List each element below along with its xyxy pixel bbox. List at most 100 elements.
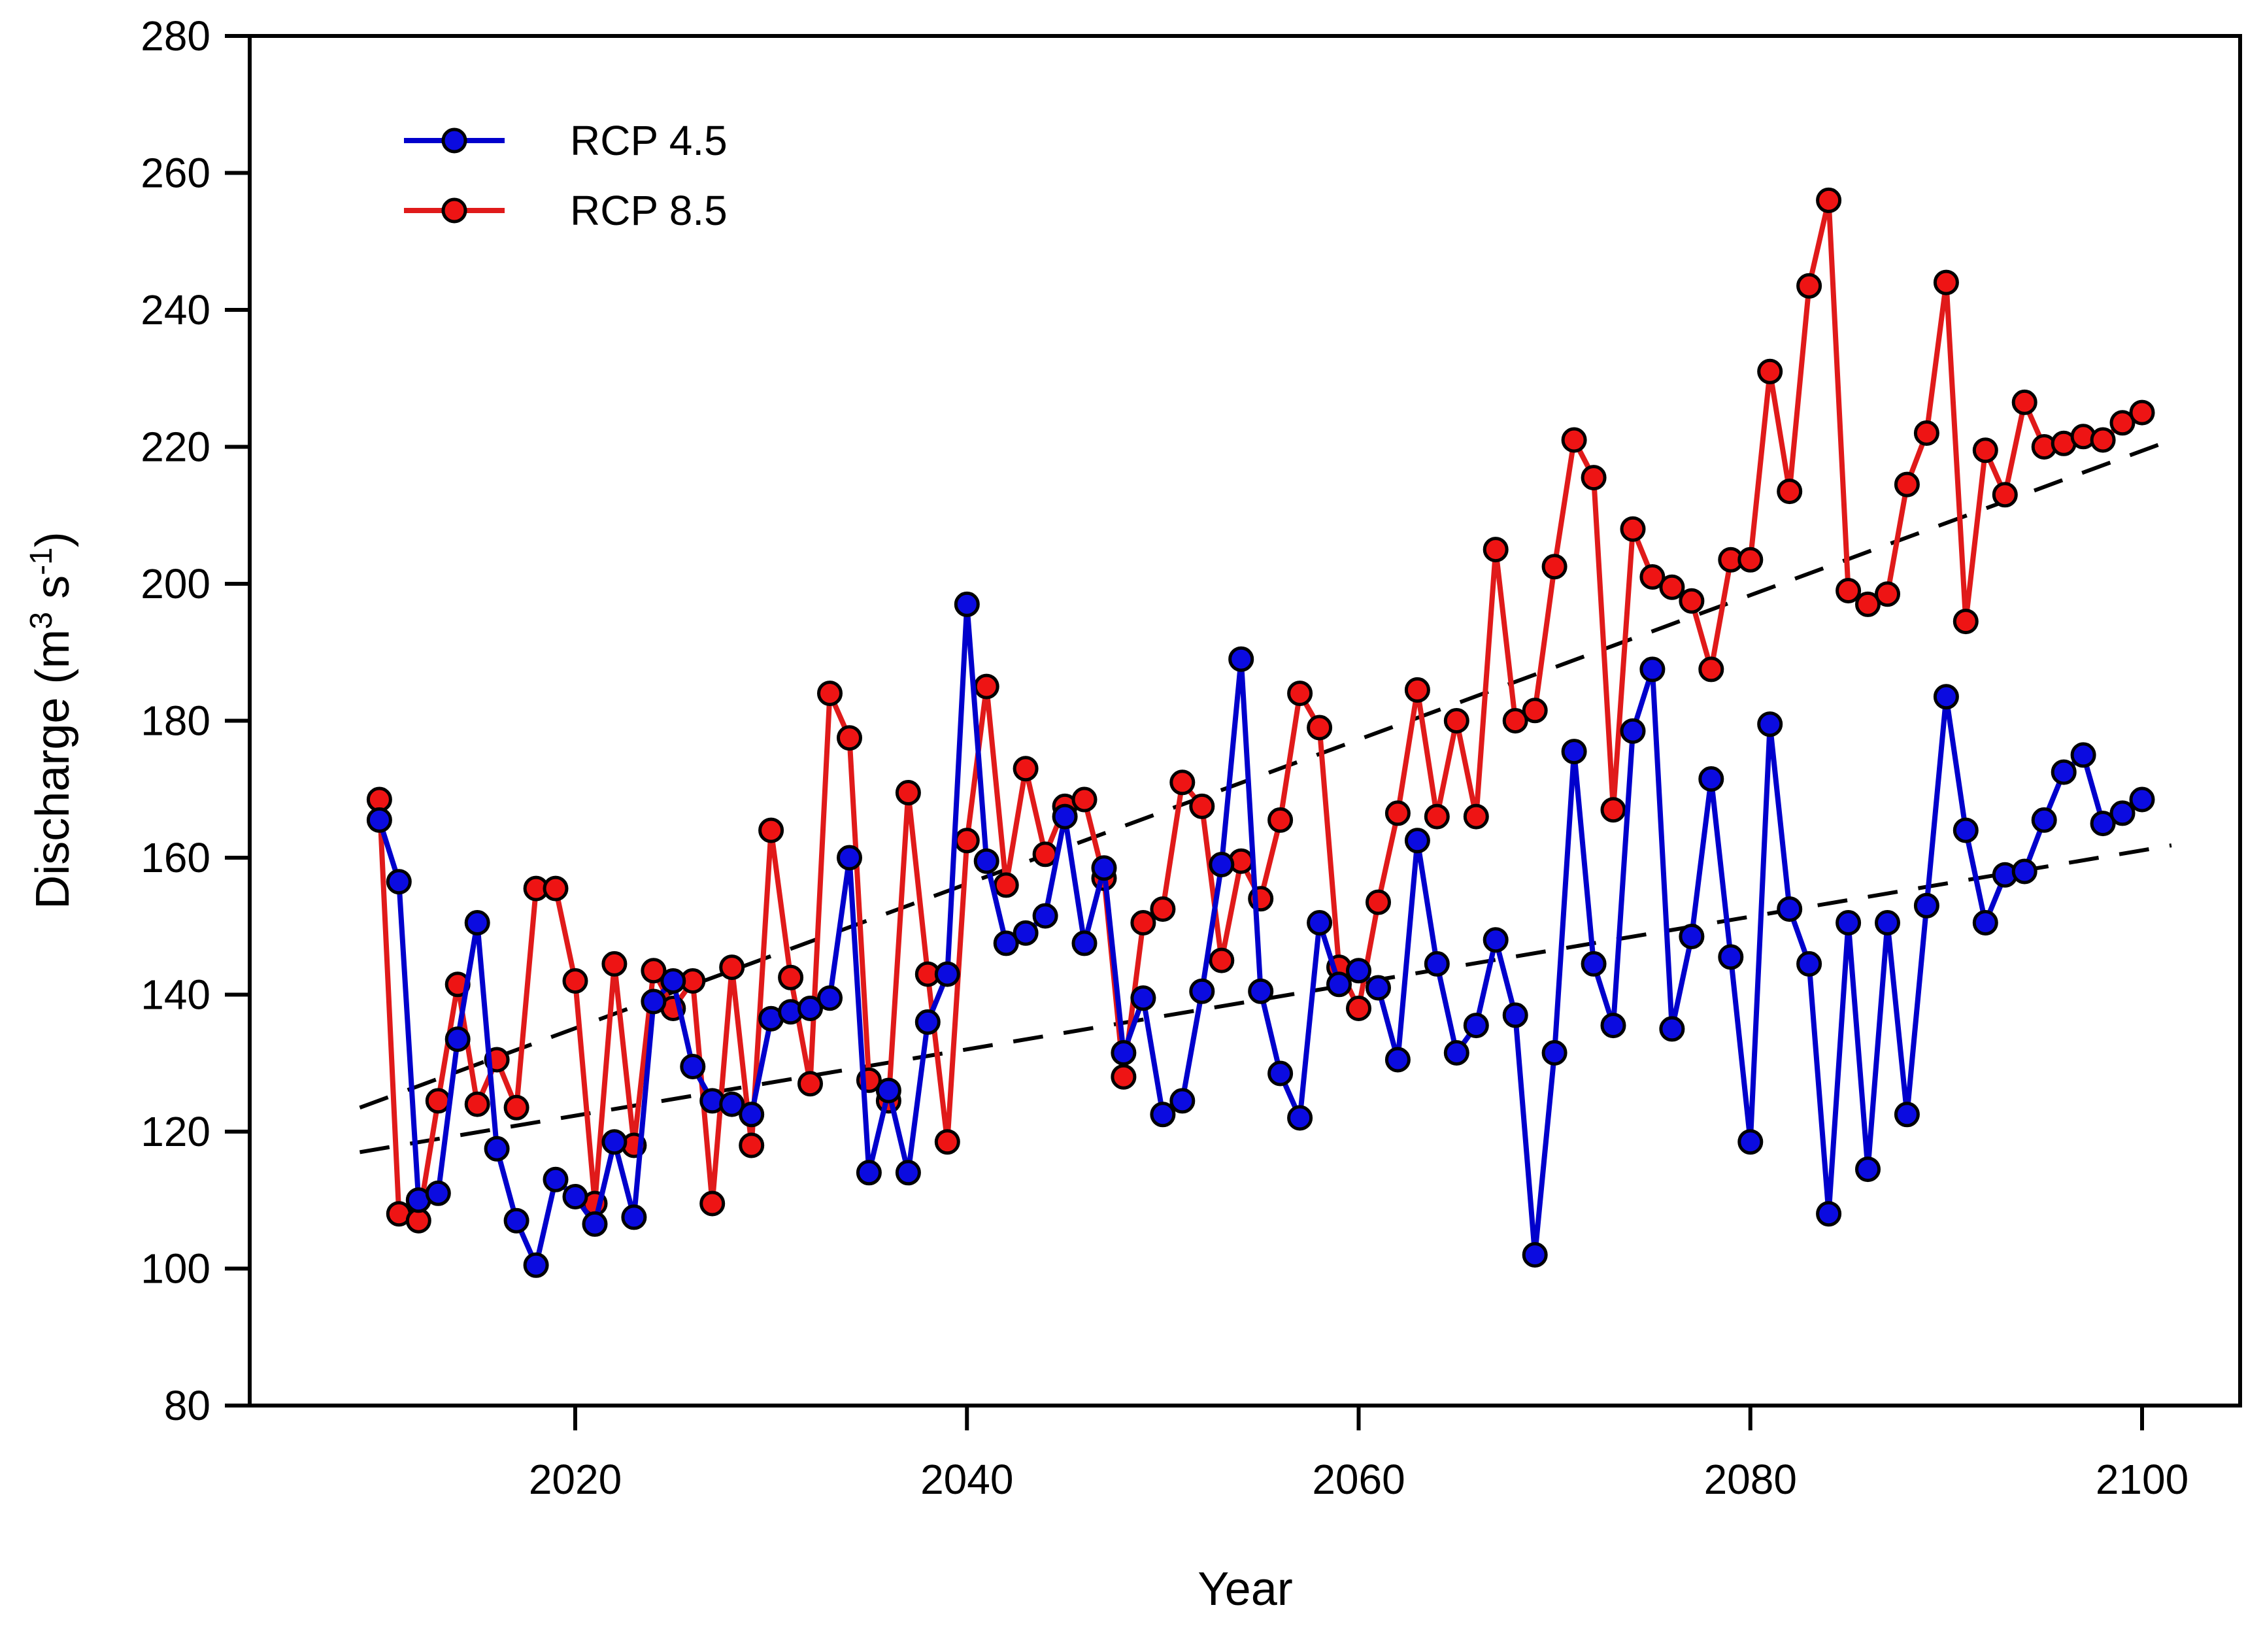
- data-point: [1209, 852, 1235, 877]
- y-tick-label: 160: [141, 834, 210, 881]
- data-point: [2129, 399, 2155, 426]
- legend-label: RCP 8.5: [570, 187, 728, 234]
- data-point: [660, 968, 686, 994]
- data-point: [503, 1207, 529, 1234]
- data-point: [1032, 841, 1058, 868]
- y-tick-label: 100: [141, 1245, 210, 1292]
- data-point: [875, 1077, 901, 1104]
- data-point: [366, 807, 392, 833]
- data-point: [2031, 807, 2057, 833]
- data-point: [1150, 1102, 1176, 1128]
- data-point: [621, 1204, 647, 1230]
- data-point: [993, 930, 1019, 956]
- data-point: [1404, 677, 1430, 703]
- data-point: [1013, 756, 1039, 782]
- data-point: [1992, 482, 2018, 508]
- data-point: [1679, 588, 1705, 614]
- y-tick-label: 80: [164, 1382, 210, 1429]
- data-point: [1796, 273, 1822, 299]
- data-point: [1443, 708, 1469, 733]
- data-point: [1209, 947, 1235, 973]
- y-tick-label: 200: [141, 560, 210, 607]
- data-point: [1032, 903, 1058, 929]
- data-point: [719, 954, 745, 981]
- data-point: [2051, 759, 2077, 785]
- data-point: [1483, 537, 1509, 563]
- data-point: [1111, 1064, 1137, 1090]
- data-point: [739, 1102, 765, 1128]
- data-point: [582, 1211, 608, 1237]
- data-point: [1502, 708, 1528, 733]
- data-point: [2070, 742, 2096, 768]
- data-point: [895, 1160, 921, 1186]
- data-point: [601, 951, 628, 977]
- data-point: [1522, 698, 1548, 724]
- legend-marker-rcp-4.5: [441, 127, 467, 154]
- y-tick-label: 120: [141, 1108, 210, 1155]
- data-point: [1307, 910, 1333, 936]
- data-point: [1933, 684, 1959, 710]
- data-point: [641, 988, 667, 1015]
- data-point: [1581, 951, 1607, 977]
- data-point: [1522, 1242, 1548, 1268]
- data-point: [1737, 547, 1764, 573]
- data-point: [1855, 1156, 1881, 1183]
- data-point: [895, 780, 921, 805]
- data-point: [856, 1160, 882, 1186]
- data-point: [1346, 996, 1371, 1021]
- data-point: [1443, 1040, 1469, 1066]
- legend-marker-rcp-8.5: [441, 197, 467, 224]
- axis-tick-labels: 80 100 120 140 160 180 200 220 240 260 280 2020 2040…: [141, 12, 2188, 1503]
- data-point: [1169, 1088, 1196, 1114]
- data-point: [562, 1184, 588, 1209]
- x-axis-title: Year: [1198, 1563, 1292, 1615]
- data-point: [1875, 581, 1900, 607]
- data-point: [2090, 427, 2116, 453]
- data-point: [464, 910, 490, 936]
- y-tick-label: 260: [141, 150, 210, 197]
- data-point: [562, 968, 588, 994]
- data-point: [1287, 681, 1313, 707]
- data-point: [993, 872, 1019, 898]
- data-point: [386, 869, 412, 895]
- data-point: [1267, 1060, 1294, 1087]
- data-series: [366, 187, 2155, 1278]
- data-point: [1130, 910, 1156, 936]
- data-point: [954, 591, 980, 617]
- data-point: [1659, 574, 1685, 600]
- data-point: [1620, 718, 1646, 744]
- data-point: [2011, 858, 2037, 885]
- y-tick-label: 240: [141, 286, 210, 333]
- data-point: [543, 1166, 569, 1192]
- data-point: [1071, 930, 1098, 956]
- data-point: [1816, 187, 1842, 213]
- data-point: [1169, 769, 1196, 796]
- data-point: [797, 1071, 823, 1097]
- data-point: [2090, 811, 2116, 837]
- data-point: [797, 996, 823, 1021]
- data-point: [2109, 800, 2136, 826]
- x-tick-label: 2100: [2096, 1456, 2188, 1503]
- x-tick-label: 2020: [529, 1456, 622, 1503]
- data-point: [1561, 739, 1587, 765]
- data-point: [1620, 516, 1646, 542]
- data-point: [1639, 564, 1666, 590]
- data-point: [601, 1129, 628, 1155]
- data-point: [739, 1132, 765, 1158]
- data-point: [1875, 910, 1900, 936]
- data-point: [973, 673, 999, 700]
- data-point: [444, 1026, 471, 1053]
- data-point: [1071, 786, 1098, 813]
- data-point: [1953, 817, 1979, 843]
- data-point: [1463, 1013, 1489, 1039]
- data-point: [1933, 269, 1959, 295]
- data-point: [1698, 656, 1724, 683]
- data-point: [973, 848, 999, 874]
- y-tick-label: 280: [141, 12, 210, 59]
- data-point: [1600, 797, 1626, 823]
- data-point: [1130, 985, 1156, 1011]
- data-point: [1659, 1016, 1685, 1042]
- x-tick-label: 2080: [1704, 1456, 1797, 1503]
- data-point: [1384, 800, 1411, 826]
